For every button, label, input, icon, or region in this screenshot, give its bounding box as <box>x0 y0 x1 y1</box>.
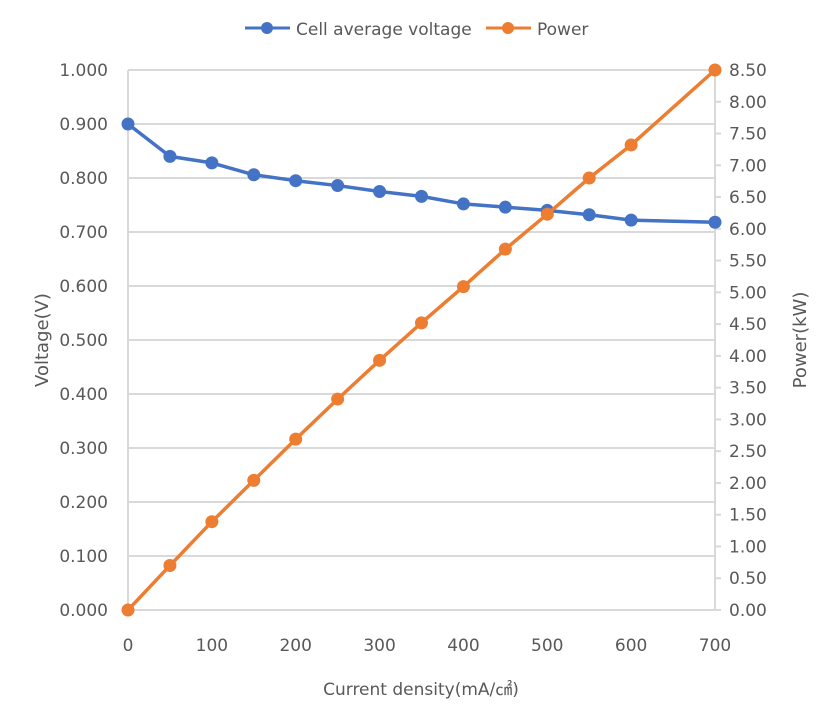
voltage-data-point <box>582 208 596 222</box>
left-tick-label: 0.300 <box>59 439 108 459</box>
left-tick-label: 0.200 <box>59 493 108 513</box>
right-tick-label: 5.00 <box>729 283 767 303</box>
voltage-data-point <box>373 185 387 198</box>
power-data-point <box>415 316 428 330</box>
power-data-point <box>373 353 387 367</box>
right-tick-label: 4.50 <box>729 315 767 335</box>
right-tick-label: 2.00 <box>729 474 767 494</box>
voltage-data-point <box>415 189 428 203</box>
voltage-data-point <box>456 197 470 211</box>
x-axis-title: Current density(mA/㎠) <box>323 680 519 700</box>
x-tick-label: 0 <box>123 636 134 656</box>
power-data-point <box>205 515 219 529</box>
voltage-data-point <box>498 200 512 214</box>
left-axis-title: Voltage(V) <box>32 293 53 387</box>
power-data-point <box>247 473 261 487</box>
voltage-series-line <box>126 122 716 225</box>
voltage-data-point <box>205 156 219 170</box>
power-data-point <box>708 63 722 77</box>
axes: 0.0000.1000.2000.3000.4000.5000.6000.700… <box>59 61 767 656</box>
left-tick-label: 0.900 <box>59 115 108 135</box>
power-data-point <box>121 603 135 617</box>
right-tick-label: 1.50 <box>729 506 767 526</box>
left-tick-label: 0.100 <box>59 547 108 567</box>
voltage-data-point <box>289 174 303 188</box>
x-tick-label: 100 <box>196 636 228 656</box>
power-data-point <box>163 559 177 573</box>
left-tick-label: 0.000 <box>59 601 108 621</box>
power-data-point <box>498 242 512 256</box>
voltage-data-point <box>163 149 177 163</box>
right-tick-label: 6.00 <box>729 220 767 240</box>
power-data-point <box>582 171 596 185</box>
power-data-point <box>624 138 638 152</box>
voltage-data-point <box>708 215 722 229</box>
voltage-data-point <box>247 168 261 182</box>
right-tick-label: 2.50 <box>729 442 767 462</box>
right-tick-label: 6.50 <box>729 188 767 208</box>
voltage-data-point <box>624 213 638 227</box>
power-data-point <box>289 432 303 446</box>
right-tick-label: 8.00 <box>729 93 767 113</box>
x-tick-label: 700 <box>699 636 731 656</box>
power-data-point <box>456 280 470 294</box>
right-tick-label: 3.50 <box>729 379 767 399</box>
legend-marker-power <box>502 22 514 34</box>
right-tick-label: 8.50 <box>729 61 767 81</box>
left-tick-label: 0.500 <box>59 331 108 351</box>
series-layer <box>121 63 722 617</box>
gridlines <box>128 69 715 611</box>
legend-marker-voltage <box>261 22 273 34</box>
x-tick-label: 200 <box>279 636 311 656</box>
voltage-data-point <box>331 179 345 193</box>
right-tick-label: 7.50 <box>729 125 767 145</box>
legend-label-voltage: Cell average voltage <box>296 20 472 40</box>
legend-label-power: Power <box>537 20 588 40</box>
right-tick-label: 7.00 <box>729 156 767 176</box>
voltage-data-point <box>121 117 135 131</box>
right-tick-label: 1.00 <box>729 537 767 557</box>
right-tick-label: 4.00 <box>729 347 767 367</box>
power-data-point <box>331 392 345 406</box>
x-tick-label: 500 <box>531 636 563 656</box>
right-tick-label: 0.00 <box>729 601 767 621</box>
power-series-line <box>126 68 717 612</box>
left-tick-label: 0.400 <box>59 385 108 405</box>
x-tick-label: 300 <box>363 636 395 656</box>
left-tick-label: 0.600 <box>59 277 108 297</box>
left-tick-label: 1.000 <box>59 61 108 81</box>
x-tick-label: 600 <box>615 636 647 656</box>
left-tick-label: 0.700 <box>59 223 108 243</box>
x-tick-label: 400 <box>447 636 479 656</box>
right-tick-label: 5.50 <box>729 252 767 272</box>
left-tick-label: 0.800 <box>59 169 108 189</box>
right-tick-label: 0.50 <box>729 569 767 589</box>
legend: Cell average voltage Power <box>245 20 588 40</box>
right-axis-title: Power(kW) <box>790 292 811 389</box>
power-data-point <box>540 207 554 221</box>
right-tick-label: 3.00 <box>729 410 767 430</box>
